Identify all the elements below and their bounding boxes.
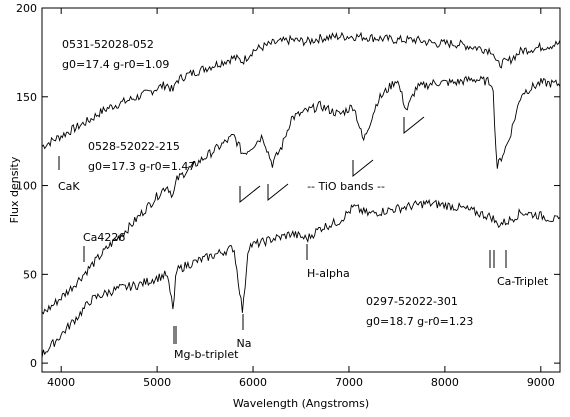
annotation-label: H-alpha: [307, 267, 350, 280]
series-label-name: 0531-52028-052: [62, 38, 154, 51]
x-axis-label: Wavelength (Angstroms): [233, 397, 369, 410]
x-tick-label: 4000: [47, 376, 75, 389]
spectrum-line: [41, 31, 561, 150]
tio-band-marker: [239, 185, 261, 204]
x-tick-label: 7000: [335, 376, 363, 389]
annotation-label: Ca4226: [83, 231, 125, 244]
tio-band-marker: [352, 159, 374, 178]
x-tick-label: 9000: [527, 376, 555, 389]
tio-band-marker: [267, 183, 289, 202]
axis-ticks: 4000 5000 6000 7000 8000 9000 0 50 100 150 200: [16, 2, 560, 389]
series-label-name: 0528-52022-215: [88, 140, 180, 153]
plot-frame: [41, 7, 561, 373]
annotation-label: Ca-Triplet: [497, 275, 549, 288]
series-label-params: g0=17.3 g-r0=1.47: [88, 160, 195, 173]
x-tick-label: 8000: [431, 376, 459, 389]
y-tick-label: 50: [23, 268, 37, 281]
line-markers: [58, 116, 507, 344]
series-labels: 0531-52028-052 g0=17.4 g-r0=1.09 0528-5202…: [62, 38, 473, 328]
y-tick-label: 0: [30, 357, 37, 370]
spectrum-line: [41, 75, 561, 315]
series-label-name: 0297-52022-301: [366, 295, 458, 308]
y-axis-label: Flux density: [8, 156, 21, 223]
annotation-label: -- TiO bands --: [307, 180, 385, 193]
x-tick-label: 5000: [143, 376, 171, 389]
series-label-params: g0=18.7 g-r0=1.23: [366, 315, 473, 328]
annotation-label: CaK: [58, 180, 80, 193]
annotation-label: Na: [237, 337, 252, 350]
y-tick-label: 150: [16, 91, 37, 104]
spectrum-line: [41, 198, 561, 358]
spectra-series: [41, 31, 561, 358]
series-label-params: g0=17.4 g-r0=1.09: [62, 58, 169, 71]
y-tick-label: 200: [16, 2, 37, 15]
tio-band-marker: [403, 116, 425, 135]
x-tick-label: 6000: [239, 376, 267, 389]
annotation-label: Mg-b-triplet: [174, 348, 239, 361]
y-tick-label: 100: [16, 180, 37, 193]
